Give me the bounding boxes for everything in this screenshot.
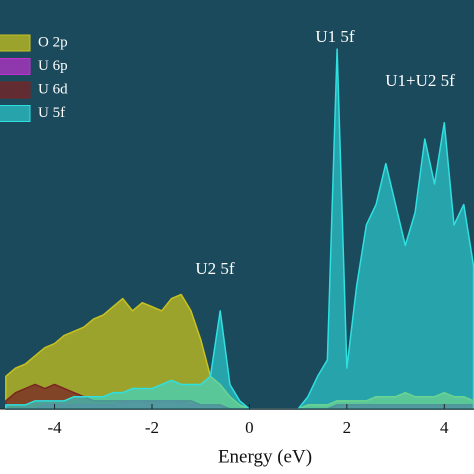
x-tick-label: 0 [245,418,254,437]
x-tick-label: -4 [47,418,62,437]
legend-swatch [0,105,31,122]
legend-swatch [0,58,31,75]
area [5,48,474,410]
legend: O 2p U 6p U 6d U 5f [0,34,68,122]
legend-swatch [0,81,31,99]
x-tick-label: -2 [145,418,159,437]
legend-label: O 2p [38,34,68,50]
x-tick-label: 4 [440,418,449,437]
legend-label: U 6d [38,81,68,97]
annotation: U1+U2 5f [385,71,455,90]
x-tick-label: 2 [343,418,352,437]
legend-label: U 6p [38,58,68,74]
annotation: U2 5f [195,259,235,278]
annotation: U1 5f [315,27,355,46]
legend-label: U 5f [38,105,65,121]
legend-swatch [0,34,31,52]
areas [5,48,474,410]
x-axis-title: Energy (eV) [218,446,312,467]
